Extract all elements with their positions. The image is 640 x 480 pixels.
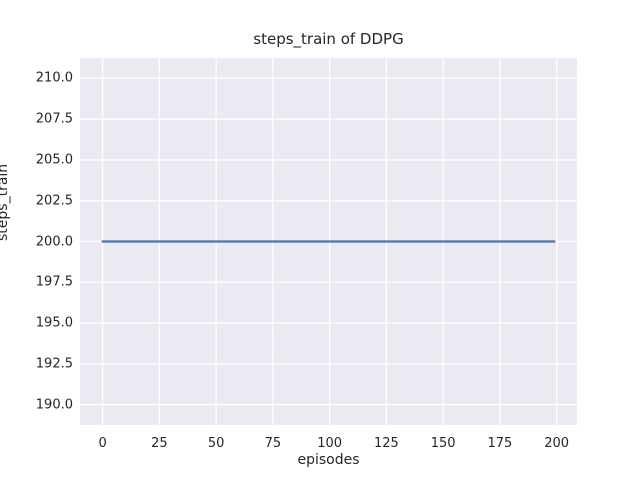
x-tick-label: 25 [151, 436, 168, 451]
y-tick-label: 192.5 [35, 356, 73, 372]
x-tick-label: 125 [373, 436, 399, 451]
x-tick-label: 0 [98, 436, 107, 451]
x-tick-label: 75 [264, 436, 282, 451]
y-tick-label: 210.0 [35, 70, 73, 86]
y-tick-label: 195.0 [35, 315, 73, 331]
x-tick-label: 150 [430, 436, 456, 451]
x-tick-label: 50 [207, 436, 225, 451]
chart-title: steps_train of DDPG [253, 30, 404, 48]
y-tick-label: 200.0 [35, 234, 73, 249]
y-tick-label: 190.0 [35, 397, 73, 413]
x-tick-label: 175 [487, 436, 513, 451]
y-tick-label: 197.5 [35, 274, 73, 290]
x-axis-label: episodes [297, 452, 360, 468]
y-axis-label-text: steps_train [0, 163, 11, 241]
x-tick-label: 200 [544, 436, 570, 451]
y-tick-label: 202.5 [35, 193, 73, 209]
x-tick-label: 100 [317, 436, 343, 451]
y-tick-label: 207.5 [35, 111, 73, 127]
y-tick-label: 205.0 [35, 152, 73, 168]
